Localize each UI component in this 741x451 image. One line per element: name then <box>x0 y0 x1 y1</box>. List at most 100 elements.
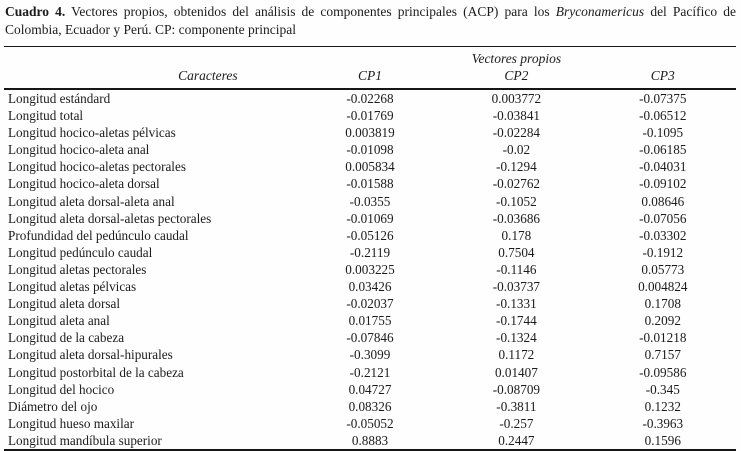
cell-cp2: 0.2447 <box>498 432 535 448</box>
table-row: Longitud pedúnculo caudal -0.2119 0.7504 -0… <box>4 244 736 261</box>
caption-species-name: Bryconamericus <box>555 4 645 19</box>
column-header-cp3: CP3 <box>589 67 736 90</box>
cell-cp3: -0.06185 <box>639 142 687 158</box>
table-header: Vectores propios Caracteres CP1 CP2 CP3 <box>4 47 736 90</box>
cell-character: Longitud hocico-aletas pélvicas <box>8 125 176 141</box>
table-caption: Cuadro 4. Vectores propios, obtenidos de… <box>0 0 741 38</box>
cell-character: Diámetro del ojo <box>8 398 98 414</box>
cell-cp3: -0.07375 <box>639 91 687 106</box>
caption-text-1: Vectores propios, obtenidos del análisis… <box>71 4 550 19</box>
cell-cp2: -0.02284 <box>492 125 541 141</box>
table-row: Longitud aleta anal 0.01755 -0.1744 0.2092 <box>4 312 736 329</box>
table-row: Longitud aletas pectorales 0.003225 -0.114… <box>4 261 736 278</box>
cell-cp3: 0.08646 <box>641 193 685 209</box>
cell-character: Longitud aleta dorsal-hipurales <box>8 347 173 363</box>
cell-character: Longitud hocico-aleta dorsal <box>8 176 160 192</box>
cell-cp3: -0.1912 <box>642 244 684 260</box>
cell-cp3: 0.1232 <box>644 398 681 414</box>
cell-cp2: -0.1052 <box>496 193 537 209</box>
cell-cp3: -0.01218 <box>639 330 687 346</box>
cell-character: Longitud aletas pectorales <box>8 261 147 277</box>
cell-cp2: -0.02762 <box>492 176 541 192</box>
table-row: Longitud hocico-aleta dorsal -0.01588 -0.0… <box>4 175 736 192</box>
table-body: Longitud estándard -0.02268 0.003772 -0.073… <box>4 89 736 450</box>
cell-cp3: 0.1596 <box>644 432 681 448</box>
cell-cp3: -0.04031 <box>639 159 687 175</box>
cell-cp3: 0.2092 <box>644 313 681 329</box>
cell-cp2: -0.1324 <box>496 330 537 346</box>
cell-cp2: 0.178 <box>501 227 532 243</box>
cell-character: Longitud hocico-aletas pectorales <box>8 159 186 175</box>
cell-cp2: -0.03737 <box>492 279 541 295</box>
cell-cp3: 0.1708 <box>644 296 681 312</box>
group-header-spacer <box>4 47 297 68</box>
cell-cp1: -0.3099 <box>349 347 391 363</box>
cell-character: Longitud estándard <box>8 91 111 106</box>
column-header-cp1: CP1 <box>296 67 444 90</box>
cell-cp3: -0.07056 <box>639 210 687 226</box>
cell-character: Longitud mandíbula superior <box>8 432 162 448</box>
table-row: Longitud total -0.01769 -0.03841 -0.06512 <box>4 107 736 124</box>
cell-cp2: -0.3811 <box>496 398 537 414</box>
cell-character: Longitud postorbital de la cabeza <box>8 364 184 380</box>
cell-cp3: -0.03302 <box>639 227 687 243</box>
cell-cp1: -0.01588 <box>346 176 394 192</box>
cell-character: Longitud hocico-aleta anal <box>8 142 150 158</box>
table-row: Longitud aleta dorsal-aletas pectorales -… <box>4 210 736 227</box>
cell-cp1: -0.05052 <box>346 415 394 431</box>
table-row: Diámetro del ojo 0.08326 -0.3811 0.1232 <box>4 398 736 415</box>
cell-character: Longitud aleta anal <box>8 313 110 329</box>
cell-cp1: -0.01769 <box>346 108 394 124</box>
cell-character: Longitud aleta dorsal-aleta anal <box>8 193 175 209</box>
cell-cp1: -0.02037 <box>346 296 394 312</box>
cell-cp1: 0.005834 <box>345 159 395 175</box>
cell-cp2: -0.02 <box>502 142 531 158</box>
table-row: Longitud postorbital de la cabeza -0.2121… <box>4 364 736 381</box>
cell-cp1: -0.2121 <box>349 364 391 380</box>
cell-character: Longitud hueso maxilar <box>8 415 134 431</box>
cell-cp2: 0.003772 <box>491 91 542 106</box>
table-row: Longitud de la cabeza -0.07846 -0.1324 -0.0… <box>4 329 736 346</box>
cell-character: Longitud total <box>8 108 84 124</box>
cell-cp3: 0.004824 <box>638 279 688 295</box>
cell-cp1: -0.01069 <box>346 210 394 226</box>
table-row: Longitud mandíbula superior 0.8883 0.2447 0… <box>4 432 736 450</box>
cell-cp1: 0.8883 <box>351 432 389 448</box>
cell-cp2: -0.1331 <box>496 296 537 312</box>
cell-character: Longitud aletas pélvicas <box>8 279 137 295</box>
table-row: Profundidad del pedúnculo caudal -0.05126… <box>4 227 736 244</box>
cell-cp2: 0.1172 <box>498 347 535 363</box>
cell-cp1: 0.003819 <box>345 125 395 141</box>
cell-character: Longitud aleta dorsal <box>8 296 121 312</box>
table-row: Longitud hueso maxilar -0.05052 -0.257 -0.3… <box>4 415 736 432</box>
cell-cp2: -0.1146 <box>496 261 537 277</box>
table-row: Longitud aleta dorsal-aleta anal -0.0355 -… <box>4 193 736 210</box>
cell-cp2: -0.03841 <box>492 108 541 124</box>
cell-character: Profundidad del pedúnculo caudal <box>8 227 189 243</box>
cell-character: Longitud aleta dorsal-aletas pectorales <box>8 210 212 226</box>
cell-character: Longitud pedúnculo caudal <box>8 244 153 260</box>
table-row: Longitud aleta dorsal -0.02037 -0.1331 0.17… <box>4 295 736 312</box>
cell-cp3: 0.05773 <box>641 261 685 277</box>
cell-cp3: -0.1095 <box>642 125 684 141</box>
cell-cp2: 0.7504 <box>498 244 535 260</box>
table-row: Longitud estándard -0.02268 0.003772 -0.073… <box>4 89 736 107</box>
cell-cp3: -0.06512 <box>639 108 687 124</box>
group-header-row: Vectores propios <box>4 47 736 68</box>
cell-cp1: -0.01098 <box>346 142 394 158</box>
column-header-caracteres: Caracteres <box>4 67 297 90</box>
table-row: Longitud hocico-aletas pélvicas 0.003819 -… <box>4 124 736 141</box>
column-header-row: Caracteres CP1 CP2 CP3 <box>4 67 736 90</box>
cell-cp1: 0.08326 <box>348 398 392 414</box>
caption-text-2: del Pacífico de Colombia, Ecuador y Perú… <box>5 4 737 37</box>
cell-cp2: -0.03686 <box>492 210 541 226</box>
cell-cp3: 0.7157 <box>644 347 681 363</box>
cell-cp1: -0.07846 <box>346 330 394 346</box>
eigenvectors-table: Vectores propios Caracteres CP1 CP2 CP3 … <box>4 46 736 451</box>
caption-label: Cuadro 4. <box>5 4 66 19</box>
cell-character: Longitud del hocico <box>8 381 115 397</box>
cell-cp1: -0.02268 <box>346 91 394 106</box>
cell-cp1: 0.03426 <box>348 279 392 295</box>
table-row: Longitud aleta dorsal-hipurales -0.3099 0.… <box>4 346 736 363</box>
